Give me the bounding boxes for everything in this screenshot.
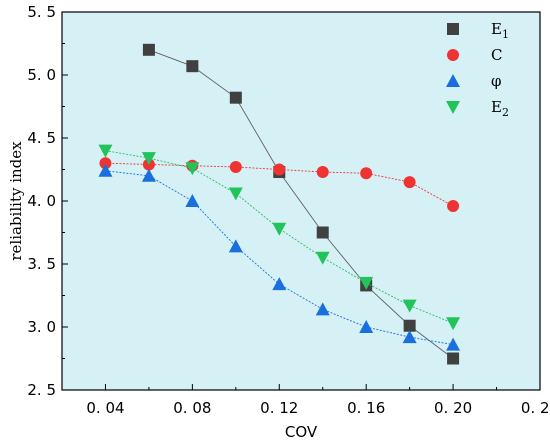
legend-marker bbox=[446, 74, 460, 87]
y-tick-label: 4. 0 bbox=[27, 192, 56, 210]
y-tick-label: 2. 5 bbox=[27, 381, 56, 399]
y-tick-label: 4. 5 bbox=[27, 129, 56, 147]
series-3 bbox=[98, 163, 461, 351]
legend-marker bbox=[447, 49, 459, 61]
y-tick-label: 5. 5 bbox=[27, 3, 56, 21]
data-point bbox=[229, 160, 242, 173]
data-point bbox=[185, 194, 200, 207]
legend-item: C bbox=[447, 46, 502, 64]
legend: E1 Cφ E2 bbox=[446, 20, 509, 119]
data-point bbox=[359, 320, 374, 333]
legend-item: E2 bbox=[446, 98, 509, 119]
data-point bbox=[447, 352, 460, 365]
data-point bbox=[360, 167, 373, 180]
x-tick-label: 0. 04 bbox=[86, 399, 124, 417]
data-point bbox=[228, 239, 243, 253]
x-tick-label: 0. 20 bbox=[434, 399, 472, 417]
legend-marker bbox=[446, 101, 460, 114]
data-point bbox=[228, 187, 243, 201]
series-4 bbox=[98, 144, 461, 331]
x-tick-label: 0. 16 bbox=[347, 399, 385, 417]
data-point bbox=[359, 276, 374, 290]
series-line bbox=[105, 162, 454, 207]
series-line bbox=[105, 150, 454, 324]
series-line bbox=[148, 49, 454, 359]
legend-label: E1 bbox=[491, 20, 509, 41]
data-point bbox=[316, 226, 329, 239]
data-point bbox=[403, 319, 416, 332]
legend-label: φ bbox=[491, 72, 502, 90]
data-point bbox=[273, 163, 286, 176]
data-point bbox=[272, 277, 287, 291]
data-point bbox=[99, 157, 112, 170]
data-point bbox=[447, 200, 460, 213]
x-axis-title: COV bbox=[285, 423, 318, 441]
legend-label: E2 bbox=[491, 98, 509, 119]
y-axis-title: reliability index bbox=[7, 141, 25, 261]
data-point bbox=[402, 299, 417, 313]
data-point bbox=[141, 168, 156, 182]
data-point bbox=[315, 302, 330, 316]
legend-marker bbox=[447, 23, 459, 35]
plot-background bbox=[62, 12, 540, 390]
data-point bbox=[186, 60, 199, 73]
data-point bbox=[98, 163, 113, 177]
data-point bbox=[316, 166, 329, 179]
data-point bbox=[185, 162, 200, 176]
data-point bbox=[446, 317, 461, 331]
x-tick-label: 0. 08 bbox=[173, 399, 211, 417]
y-tick-label: 3. 0 bbox=[27, 318, 56, 336]
data-point bbox=[229, 91, 242, 104]
data-point bbox=[272, 222, 287, 236]
series-layer bbox=[98, 43, 461, 365]
y-tick-label: 3. 5 bbox=[27, 255, 56, 273]
x-tick-label: 0. 24 bbox=[521, 399, 550, 417]
legend-item: φ bbox=[446, 72, 502, 90]
ticks-layer: 0. 04 0. 08 0. 12 0. 16 0. 20 0. 24 2. 5 3. 0 3.… bbox=[27, 3, 550, 417]
legend-item: E1 bbox=[447, 20, 509, 41]
data-point bbox=[402, 330, 417, 344]
x-tick-label: 0. 12 bbox=[260, 399, 298, 417]
data-point bbox=[446, 337, 461, 351]
series-2 bbox=[99, 157, 460, 213]
data-point bbox=[141, 152, 156, 166]
data-point bbox=[315, 251, 330, 265]
data-point bbox=[403, 176, 416, 189]
data-point bbox=[142, 43, 155, 56]
data-point bbox=[98, 144, 113, 158]
y-tick-label: 5. 0 bbox=[27, 66, 56, 84]
legend-label: C bbox=[491, 46, 502, 64]
